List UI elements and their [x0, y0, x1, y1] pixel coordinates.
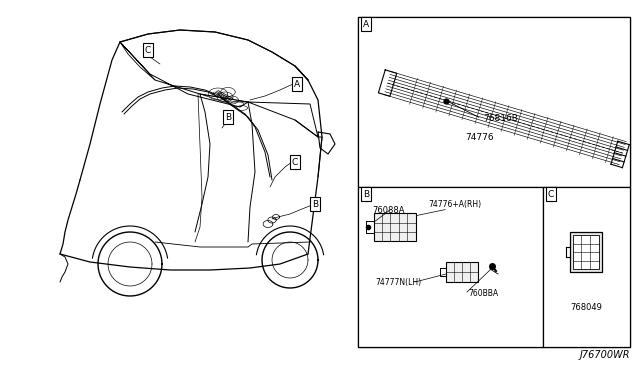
Text: J76700WR: J76700WR [579, 350, 630, 360]
Text: 74777N(LH): 74777N(LH) [375, 278, 421, 286]
Bar [570, 232, 602, 272]
Text: 760BBA: 760BBA [468, 289, 498, 298]
Text: 768049: 768049 [570, 302, 602, 311]
Text: C: C [145, 45, 151, 55]
Bar [358, 17, 630, 347]
Bar [358, 187, 543, 347]
Bar [374, 213, 416, 241]
Text: C: C [548, 189, 554, 199]
Bar [358, 17, 630, 187]
Text: 74776+A(RH): 74776+A(RH) [428, 199, 481, 208]
Bar [573, 235, 599, 269]
Text: B: B [312, 199, 318, 208]
Text: A: A [294, 80, 300, 89]
Text: 74776: 74776 [465, 133, 493, 142]
Text: B: B [363, 189, 369, 199]
Text: 76088A: 76088A [372, 205, 404, 215]
Bar [543, 187, 630, 347]
Text: C: C [292, 157, 298, 167]
Text: B: B [225, 112, 231, 122]
Bar [446, 262, 478, 282]
Text: A: A [363, 19, 369, 29]
Text: 76816B: 76816B [483, 114, 518, 123]
